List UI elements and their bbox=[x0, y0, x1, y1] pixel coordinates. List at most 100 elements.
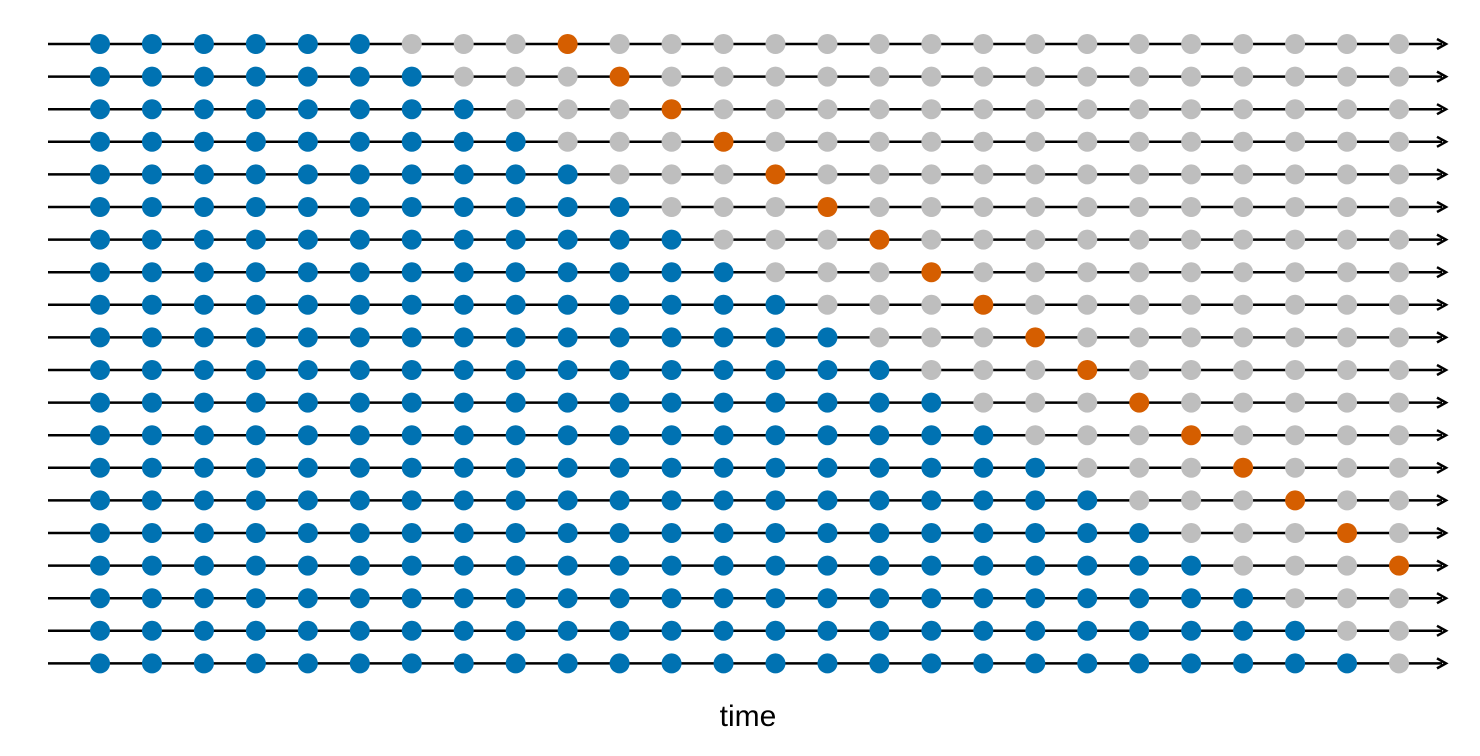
unused-point bbox=[1025, 425, 1046, 446]
training-point bbox=[193, 197, 214, 217]
training-point bbox=[90, 360, 110, 380]
training-point bbox=[869, 555, 890, 576]
unused-point bbox=[1285, 588, 1306, 609]
training-point bbox=[609, 197, 630, 217]
cv-row-19 bbox=[48, 620, 1449, 641]
training-point bbox=[1077, 653, 1098, 674]
training-point bbox=[661, 457, 682, 478]
training-point bbox=[245, 360, 266, 380]
unused-point bbox=[713, 34, 734, 54]
training-point bbox=[90, 34, 110, 54]
unused-point bbox=[921, 229, 942, 250]
training-point bbox=[349, 523, 370, 543]
training-point bbox=[401, 262, 422, 283]
unused-point bbox=[1129, 425, 1150, 446]
training-point bbox=[609, 425, 630, 446]
arrow-head-icon bbox=[1436, 657, 1449, 670]
unused-point bbox=[1389, 620, 1409, 641]
unused-point bbox=[1181, 360, 1202, 380]
forecast-point bbox=[1285, 490, 1306, 511]
training-point bbox=[557, 327, 578, 348]
unused-point bbox=[1389, 229, 1409, 250]
unused-point bbox=[1233, 99, 1254, 120]
training-point bbox=[193, 588, 214, 609]
unused-point bbox=[817, 66, 838, 87]
unused-point bbox=[1233, 425, 1254, 446]
training-point bbox=[193, 131, 214, 152]
unused-point bbox=[973, 229, 994, 250]
training-point bbox=[661, 653, 682, 674]
unused-point bbox=[1337, 197, 1358, 217]
training-point bbox=[1181, 555, 1202, 576]
training-point bbox=[765, 392, 786, 413]
unused-point bbox=[713, 66, 734, 87]
unused-point bbox=[1077, 294, 1098, 315]
training-point bbox=[817, 653, 838, 674]
unused-point bbox=[1077, 457, 1098, 478]
unused-point bbox=[1337, 327, 1358, 348]
arrow-head-icon bbox=[1436, 331, 1449, 344]
training-point bbox=[349, 197, 370, 217]
training-point bbox=[401, 360, 422, 380]
unused-point bbox=[1233, 555, 1254, 576]
unused-point bbox=[1025, 360, 1046, 380]
training-point bbox=[245, 425, 266, 446]
training-point bbox=[453, 99, 474, 120]
training-point bbox=[1181, 653, 1202, 674]
training-point bbox=[869, 620, 890, 641]
training-point bbox=[90, 588, 110, 609]
training-point bbox=[245, 66, 266, 87]
unused-point bbox=[1233, 523, 1254, 543]
unused-point bbox=[1233, 490, 1254, 511]
unused-point bbox=[1025, 34, 1046, 54]
training-point bbox=[609, 523, 630, 543]
training-point bbox=[193, 392, 214, 413]
unused-point bbox=[1025, 262, 1046, 283]
training-point bbox=[453, 620, 474, 641]
training-point bbox=[765, 360, 786, 380]
training-point bbox=[505, 262, 526, 283]
unused-point bbox=[1233, 229, 1254, 250]
training-point bbox=[1025, 490, 1046, 511]
unused-point bbox=[1025, 164, 1046, 185]
training-point bbox=[90, 457, 110, 478]
training-point bbox=[141, 588, 162, 609]
training-point bbox=[193, 457, 214, 478]
unused-point bbox=[1077, 392, 1098, 413]
training-point bbox=[713, 620, 734, 641]
training-point bbox=[349, 131, 370, 152]
unused-point bbox=[1285, 66, 1306, 87]
training-point bbox=[193, 653, 214, 674]
training-point bbox=[90, 327, 110, 348]
training-point bbox=[921, 653, 942, 674]
unused-point bbox=[1233, 66, 1254, 87]
training-point bbox=[245, 555, 266, 576]
training-point bbox=[973, 620, 994, 641]
training-point bbox=[973, 588, 994, 609]
training-point bbox=[557, 490, 578, 511]
unused-point bbox=[817, 99, 838, 120]
training-point bbox=[817, 490, 838, 511]
unused-point bbox=[713, 99, 734, 120]
training-point bbox=[713, 653, 734, 674]
unused-point bbox=[661, 164, 682, 185]
training-point bbox=[401, 131, 422, 152]
forecast-point bbox=[973, 294, 994, 315]
unused-point bbox=[1233, 392, 1254, 413]
training-point bbox=[193, 262, 214, 283]
training-point bbox=[193, 490, 214, 511]
training-point bbox=[349, 620, 370, 641]
training-point bbox=[297, 620, 318, 641]
forecast-point bbox=[869, 229, 890, 250]
training-point bbox=[297, 294, 318, 315]
unused-point bbox=[1025, 99, 1046, 120]
forecast-point bbox=[557, 34, 578, 54]
training-point bbox=[505, 294, 526, 315]
training-point bbox=[297, 555, 318, 576]
training-point bbox=[505, 131, 526, 152]
training-point bbox=[505, 425, 526, 446]
unused-point bbox=[453, 66, 474, 87]
unused-point bbox=[1025, 229, 1046, 250]
training-point bbox=[557, 425, 578, 446]
training-point bbox=[141, 425, 162, 446]
